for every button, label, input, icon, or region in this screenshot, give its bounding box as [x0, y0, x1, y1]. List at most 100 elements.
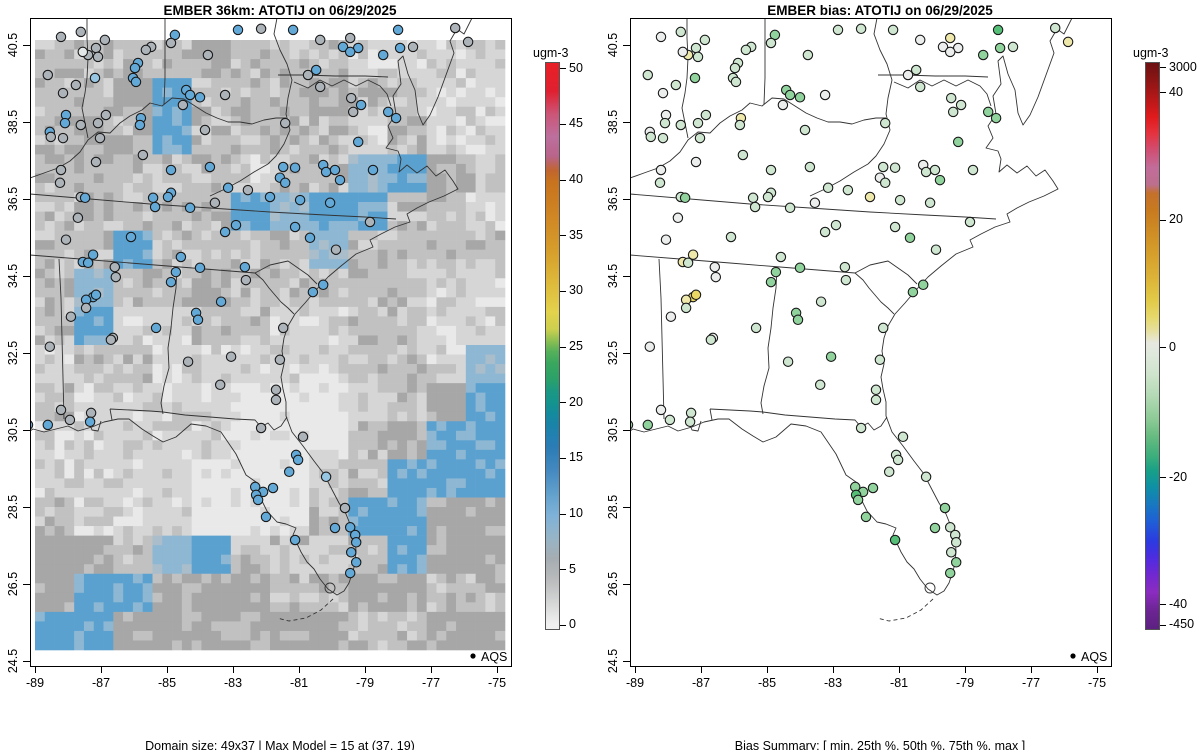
stations-bias — [630, 22, 1074, 579]
colorbar-tick-label: 3000 — [1169, 59, 1197, 74]
y-tick — [23, 275, 30, 277]
colorbar-tick-label: -450 — [1169, 617, 1195, 632]
colorbar-tick-label: 45 — [569, 116, 583, 131]
colorbar-tick-label: 50 — [569, 60, 583, 75]
stations-model — [30, 22, 474, 579]
y-tick-label: 32.5 — [6, 340, 20, 366]
colorbar-tick — [1160, 477, 1166, 479]
colorbar-tick — [560, 513, 566, 515]
colorbar-tick-label: 25 — [569, 339, 583, 354]
x-tick — [701, 667, 702, 673]
y-tick — [623, 44, 630, 46]
x-tick-label: -75 — [488, 676, 507, 690]
y-tick-label: 40.5 — [606, 32, 620, 58]
x-tick — [1097, 667, 1099, 673]
colorbar-tick — [1160, 219, 1166, 221]
colorbar-tick-label: 20 — [1169, 212, 1183, 227]
y-tick-label: 30.5 — [6, 417, 20, 443]
y-tick-label: 32.5 — [606, 340, 620, 366]
colorbar-tick-label: 35 — [569, 227, 583, 242]
y-tick — [623, 352, 630, 354]
colorbar-tick — [560, 624, 566, 626]
x-tick — [299, 667, 301, 673]
colorbar-label-bias: ugm-3 — [1133, 46, 1169, 60]
colorbar-tick-label: 10 — [569, 506, 583, 521]
colorbar-tick-label: -20 — [1169, 469, 1188, 484]
colorbar-tick — [1160, 347, 1166, 349]
x-tick-label: -81 — [290, 676, 309, 690]
x-tick-label: -85 — [757, 676, 777, 690]
colorbar-tick — [1160, 604, 1166, 606]
colorbar-tick — [560, 179, 566, 181]
colorbar-tick — [1160, 624, 1166, 626]
colorbar-tick — [560, 235, 566, 237]
colorbar-tick-label: 30 — [569, 283, 583, 298]
y-tick-label: 40.5 — [6, 32, 20, 58]
x-tick — [497, 667, 499, 673]
y-tick — [23, 429, 30, 431]
colorbar-tick — [560, 457, 566, 459]
colorbar-label-model: ugm-3 — [533, 46, 569, 60]
colorbar-tick-label: 40 — [1169, 84, 1183, 99]
x-tick-label: -83 — [223, 676, 243, 690]
y-tick-label: 28.5 — [606, 494, 620, 520]
x-tick-label: -77 — [422, 676, 441, 690]
y-tick-label: 36.5 — [6, 186, 20, 212]
x-tick-label: -87 — [91, 676, 111, 690]
y-tick — [623, 275, 630, 277]
y-tick-label: 26.5 — [606, 571, 620, 597]
caption-model: Domain size: 49x37 | Max Model = 15 at (… — [30, 701, 530, 750]
panel-model-title: EMBER 36km: ATOTIJ on 06/29/2025 — [163, 3, 397, 18]
x-tick — [1031, 667, 1033, 673]
x-tick-label: -83 — [823, 676, 843, 690]
colorbar-tick — [560, 569, 566, 571]
colorbar-model — [545, 62, 560, 630]
x-tick — [965, 667, 967, 673]
x-tick — [365, 667, 367, 673]
x-tick-label: -77 — [1022, 676, 1041, 690]
svg-text:AQS: AQS — [1081, 650, 1107, 664]
aqs-legend: AQS — [1070, 650, 1107, 664]
colorbar-tick — [560, 68, 566, 70]
map-outlines — [630, 18, 1073, 622]
x-tick-label: -85 — [157, 676, 177, 690]
map-model: AQS — [30, 18, 512, 667]
x-tick — [767, 667, 768, 673]
y-tick-label: 30.5 — [606, 417, 620, 443]
y-tick — [23, 121, 30, 123]
y-tick — [23, 352, 30, 354]
colorbar-tick — [560, 123, 566, 125]
y-tick — [623, 429, 630, 431]
y-tick-label: 34.5 — [6, 263, 20, 289]
raster-grid — [35, 40, 506, 651]
x-tick — [167, 667, 168, 673]
y-tick — [623, 506, 630, 508]
y-tick-label: 24.5 — [6, 648, 20, 673]
y-tick — [23, 506, 30, 508]
x-tick — [233, 667, 234, 673]
y-tick-label: 36.5 — [606, 186, 620, 212]
colorbar-bias — [1145, 62, 1160, 630]
colorbar-tick-label: -40 — [1169, 596, 1188, 611]
x-tick-label: -89 — [25, 676, 45, 690]
colorbar-tick-label: 15 — [569, 450, 583, 465]
colorbar-tick — [1160, 92, 1166, 94]
panel-bias-title: EMBER bias: ATOTIJ on 06/29/2025 — [767, 3, 993, 18]
x-tick — [833, 667, 834, 673]
y-tick — [623, 583, 630, 585]
y-tick-label: 38.5 — [606, 109, 620, 135]
colorbar-tick-label: 20 — [569, 394, 583, 409]
y-tick — [23, 583, 30, 585]
y-tick — [623, 121, 630, 123]
panel-model: EMBER 36km: ATOTIJ on 06/29/2025 AQS -89… — [6, 3, 583, 750]
y-tick — [623, 660, 630, 662]
map-bias: AQS — [630, 18, 1112, 667]
y-tick-label: 24.5 — [606, 648, 620, 673]
colorbar-tick-label: 0 — [1169, 339, 1176, 354]
colorbar-tick — [560, 346, 566, 348]
svg-text:AQS: AQS — [481, 650, 507, 664]
aqs-legend: AQS — [470, 650, 507, 664]
x-tick — [899, 667, 901, 673]
y-tick — [23, 660, 30, 662]
